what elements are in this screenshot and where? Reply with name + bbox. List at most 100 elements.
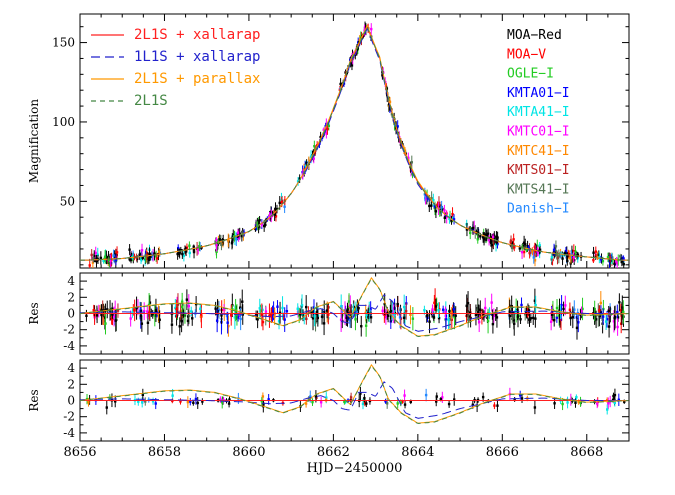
data-point [345, 316, 348, 319]
data-point [305, 317, 308, 321]
data-point [384, 315, 388, 319]
data-point [182, 254, 186, 257]
data-point [350, 64, 354, 67]
data-point [557, 255, 561, 258]
data-point [192, 249, 196, 252]
data-point [135, 256, 138, 259]
data-point [102, 259, 105, 262]
data-point [476, 238, 479, 241]
data-point [612, 394, 615, 398]
data-point [91, 261, 95, 264]
data-point [398, 316, 402, 319]
data-point [622, 310, 625, 314]
data-point [465, 304, 468, 308]
data-point [176, 303, 180, 306]
data-point [468, 311, 472, 315]
data-point [325, 396, 328, 399]
data-point [575, 326, 579, 330]
data-point [227, 239, 230, 242]
data-point [402, 316, 406, 320]
data-point [622, 257, 625, 260]
data-point [565, 252, 569, 255]
data-point [111, 307, 114, 310]
data-point [147, 303, 151, 307]
data-point [280, 200, 283, 204]
data-point [346, 308, 349, 311]
data-point [191, 317, 194, 320]
data-point [105, 406, 108, 409]
data-point [521, 244, 524, 247]
data-point [616, 262, 619, 265]
data-point [607, 325, 611, 328]
data-point [525, 248, 528, 251]
data-point [327, 313, 330, 316]
data-point [396, 125, 399, 128]
data-point [242, 234, 245, 237]
data-point [549, 320, 553, 323]
data-point [304, 165, 308, 168]
data-point [430, 204, 433, 207]
data-point [236, 231, 240, 234]
data-point [563, 252, 567, 255]
data-point [399, 401, 402, 404]
data-point [434, 210, 438, 213]
x-tick-label: 8666 [486, 445, 519, 460]
dataset-label: KMTA41−I [507, 105, 570, 120]
data-point [516, 315, 520, 318]
data-point [139, 314, 143, 318]
data-point [261, 308, 264, 312]
data-point [526, 311, 530, 314]
data-point [606, 256, 610, 259]
data-point [580, 310, 583, 313]
data-point [177, 251, 181, 255]
data-point [310, 311, 313, 314]
data-point [605, 318, 609, 321]
data-point [597, 253, 600, 256]
dataset-label: KMTC41−I [507, 144, 570, 159]
dataset-label: KMTA01−I [507, 86, 570, 101]
data-point [440, 206, 443, 209]
y-tick-label: 0 [67, 394, 75, 408]
data-point [194, 397, 198, 401]
data-point [479, 235, 482, 238]
data-point [494, 313, 497, 317]
data-point [534, 303, 537, 307]
y-tick-label: 4 [67, 274, 75, 288]
data-point [453, 398, 456, 401]
data-point [95, 259, 98, 263]
data-point [518, 394, 522, 397]
data-point [264, 223, 267, 226]
data-point [148, 301, 152, 304]
data-point [303, 317, 306, 320]
data-point [617, 398, 621, 401]
data-point [233, 316, 237, 319]
data-point [447, 318, 450, 322]
data-point [383, 302, 386, 306]
data-point [401, 400, 404, 403]
data-point [240, 234, 244, 238]
data-point [495, 236, 498, 239]
data-point [181, 313, 185, 316]
data-point [592, 258, 595, 262]
data-point [511, 311, 514, 314]
data-point [219, 398, 222, 401]
data-point [551, 258, 554, 262]
data-point [227, 402, 231, 405]
data-point [215, 243, 218, 247]
data-point [441, 396, 444, 399]
data-point [231, 240, 234, 243]
data-point [228, 398, 231, 401]
data-point [399, 317, 403, 320]
data-point [190, 310, 193, 313]
data-point [275, 207, 279, 211]
data-point [217, 240, 220, 243]
data-point [604, 320, 608, 323]
residual-model-3 [79, 277, 629, 338]
data-point [575, 396, 578, 399]
data-point [613, 393, 617, 397]
data-point [357, 307, 360, 310]
data-point [140, 322, 144, 325]
data-point [325, 132, 328, 135]
data-point [428, 320, 431, 323]
data-point [581, 307, 584, 311]
